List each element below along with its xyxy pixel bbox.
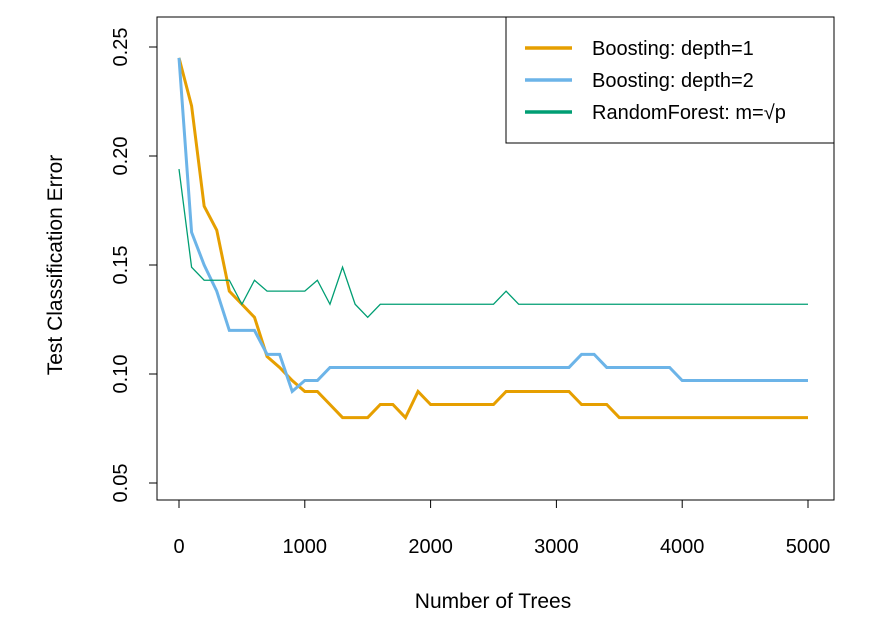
x-tick-label: 5000 [786,536,831,558]
x-axis: 0 1000 2000 3000 4000 5000 [173,499,831,558]
series-line-2 [178,168,808,319]
legend-label: RandomForest: m=√p [592,102,786,124]
series-lines [177,57,808,421]
x-tick-label: 4000 [660,536,705,558]
x-axis-label: Number of Trees [415,590,571,613]
y-tick-label: 0.15 [110,246,132,285]
y-tick-label: 0.05 [110,464,132,503]
y-tick-label: 0.10 [110,355,132,394]
legend-label: Boosting: depth=1 [592,38,754,60]
y-axis-label: Test Classification Error [44,155,67,376]
y-tick-label: 0.25 [110,28,132,67]
x-tick-label: 3000 [534,536,579,558]
x-tick-label: 2000 [408,536,453,558]
x-tick-label: 0 [173,536,184,558]
y-axis: 0.05 0.10 0.15 0.20 0.25 [110,28,157,503]
legend-label: Boosting: depth=2 [592,70,754,92]
x-tick-label: 1000 [283,536,328,558]
series-line-1 [177,57,808,395]
legend: Boosting: depth=1 Boosting: depth=2 Random… [505,16,835,144]
y-tick-label: 0.20 [110,137,132,176]
series-line-0 [177,57,808,421]
